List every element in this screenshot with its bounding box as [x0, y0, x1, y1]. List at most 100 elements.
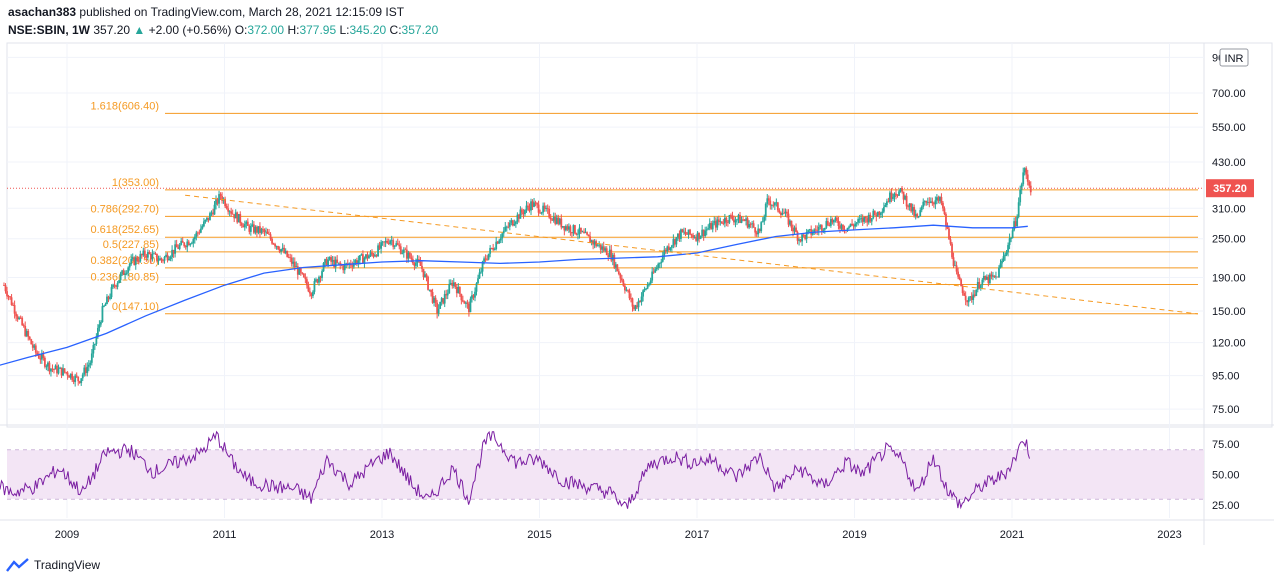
candle-body: [51, 368, 54, 370]
candle-body: [248, 225, 251, 232]
candle-body: [293, 261, 296, 268]
candle-body: [613, 254, 616, 268]
candle-body: [501, 233, 504, 239]
candle-body: [940, 197, 943, 203]
candle-body: [1004, 254, 1006, 257]
candle-body: [773, 202, 776, 206]
candle-body: [910, 203, 913, 212]
candle-body: [687, 229, 690, 235]
candle-body: [101, 306, 104, 322]
candle-body: [981, 279, 984, 286]
candle-body: [584, 232, 587, 234]
candle-body: [855, 222, 858, 224]
candle-body: [354, 260, 357, 263]
candle-body: [307, 285, 310, 292]
candle-body: [748, 224, 750, 228]
candle-body: [143, 250, 146, 256]
candle-body: [233, 214, 236, 219]
time-tick-label: 2015: [527, 529, 551, 541]
candle-body: [345, 263, 348, 265]
rsi-tick-label: 75.00: [1212, 439, 1240, 451]
candle-body: [919, 210, 922, 216]
candle-body: [542, 205, 545, 213]
candle-body: [572, 225, 575, 234]
candle-body: [169, 256, 172, 260]
candle-body: [854, 223, 857, 227]
candle-body: [168, 259, 170, 261]
candle-body: [519, 209, 522, 219]
candle-body: [218, 194, 220, 204]
candle-body: [863, 216, 866, 222]
candle-body: [215, 199, 217, 205]
candle-body: [116, 283, 119, 287]
fib-retracement[interactable]: 1.618(606.40) 1(353.00) 0.786(292.70) 0.618…: [91, 100, 1199, 315]
candle-body: [793, 227, 796, 232]
candle-body: [1020, 184, 1023, 190]
candle-body: [684, 231, 687, 235]
candle-body: [464, 302, 467, 304]
candle-body: [663, 249, 666, 256]
candle-body: [964, 295, 967, 301]
candle-body: [33, 345, 36, 348]
candle-body: [408, 252, 411, 258]
candle-body: [77, 376, 80, 382]
candle-body: [1010, 238, 1012, 239]
candle-body: [976, 282, 979, 290]
candle-body: [813, 229, 816, 233]
candle-body: [898, 191, 900, 196]
candle-body: [975, 289, 978, 296]
candle-body: [87, 364, 90, 367]
candle-body: [967, 297, 970, 303]
candle-body: [737, 214, 740, 220]
candle-body: [165, 254, 167, 257]
candle-body: [984, 276, 987, 280]
candle-body: [15, 313, 18, 317]
candle-body: [1008, 238, 1011, 246]
candle-body: [1017, 202, 1020, 217]
candle-body: [1001, 261, 1003, 264]
candle-body: [807, 230, 810, 233]
candle-body: [763, 216, 766, 222]
candle-body: [681, 229, 684, 232]
fib-level-label: 1(353.00): [112, 177, 159, 189]
symbol-label[interactable]: NSE:SBIN, 1W: [8, 23, 91, 37]
tradingview-brand[interactable]: TradingView: [6, 558, 100, 572]
candle-body: [993, 275, 996, 277]
candle-body: [686, 234, 688, 235]
candle-body: [357, 260, 360, 264]
candle-body: [804, 235, 807, 239]
candle-body: [951, 243, 953, 258]
candle-body: [757, 228, 760, 235]
candle-body: [1007, 245, 1009, 253]
candle-body: [140, 254, 143, 256]
last-price-badge-text: 357.20: [1213, 183, 1247, 195]
candle-body: [433, 297, 435, 303]
candle-body: [471, 295, 473, 299]
candle-body: [931, 201, 934, 204]
candle-body: [109, 297, 111, 299]
candle-body: [336, 259, 339, 263]
candle-body: [545, 208, 548, 209]
candle-body: [407, 252, 410, 259]
candle-body: [119, 274, 122, 281]
candle-body: [110, 287, 113, 298]
candle-body: [978, 282, 981, 289]
candle-body: [401, 252, 404, 254]
candle-body: [454, 282, 457, 287]
candle-body: [256, 226, 258, 233]
candle-body: [121, 270, 124, 275]
candle-body: [231, 213, 234, 215]
candle-body: [174, 244, 177, 254]
candle-body: [434, 297, 437, 303]
candle-body: [873, 210, 876, 215]
trend-line[interactable]: [185, 194, 1199, 315]
candle-body: [157, 260, 160, 262]
candle-body: [660, 261, 663, 264]
candle-body: [657, 263, 660, 268]
candle-body: [902, 191, 905, 200]
candle-body: [30, 339, 33, 345]
candle-body: [513, 223, 516, 226]
candle-body: [107, 296, 110, 299]
candle-body: [74, 375, 77, 382]
